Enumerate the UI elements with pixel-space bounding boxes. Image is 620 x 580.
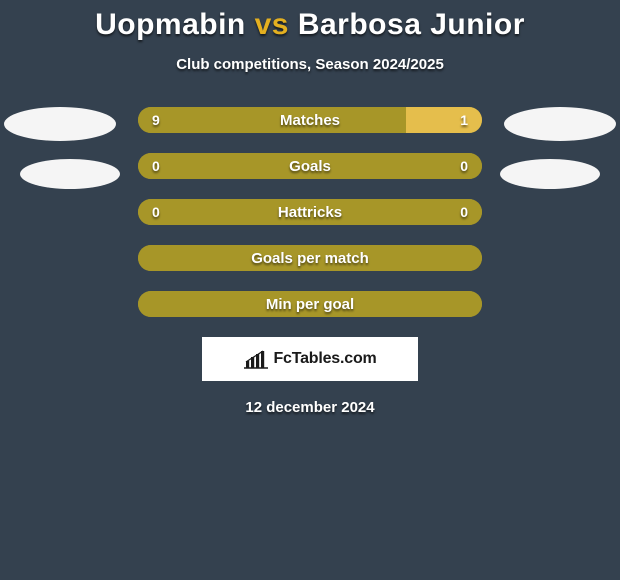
- bar-chart-icon: [243, 349, 269, 369]
- player1-club-placeholder: [20, 159, 120, 189]
- page-title: Uopmabin vs Barbosa Junior: [0, 0, 620, 42]
- player2-avatar-placeholder: [504, 107, 616, 141]
- bar-seg-left: [138, 245, 482, 271]
- comparison-chart: 9 Matches 1 0 Goals 0 0 Hattricks 0 Goal…: [0, 107, 620, 317]
- bar-seg-left: [138, 199, 482, 225]
- bar-row-matches: 9 Matches 1: [138, 107, 482, 133]
- bars-container: 9 Matches 1 0 Goals 0 0 Hattricks 0 Goal…: [138, 107, 482, 317]
- bar-row-goals-per-match: Goals per match: [138, 245, 482, 271]
- bar-row-min-per-goal: Min per goal: [138, 291, 482, 317]
- bar-seg-right: [406, 107, 482, 133]
- date-text: 12 december 2024: [0, 399, 620, 416]
- player2-club-placeholder: [500, 159, 600, 189]
- bar-row-hattricks: 0 Hattricks 0: [138, 199, 482, 225]
- title-player1: Uopmabin: [95, 8, 246, 41]
- bar-seg-left: [138, 107, 406, 133]
- player1-avatar-placeholder: [4, 107, 116, 141]
- bar-row-goals: 0 Goals 0: [138, 153, 482, 179]
- title-player2: Barbosa Junior: [298, 8, 525, 41]
- brand-text: FcTables.com: [273, 350, 376, 368]
- bar-seg-left: [138, 153, 482, 179]
- bar-seg-left: [138, 291, 482, 317]
- brand-card[interactable]: FcTables.com: [202, 337, 418, 381]
- title-vs: vs: [255, 8, 289, 41]
- subtitle: Club competitions, Season 2024/2025: [0, 56, 620, 73]
